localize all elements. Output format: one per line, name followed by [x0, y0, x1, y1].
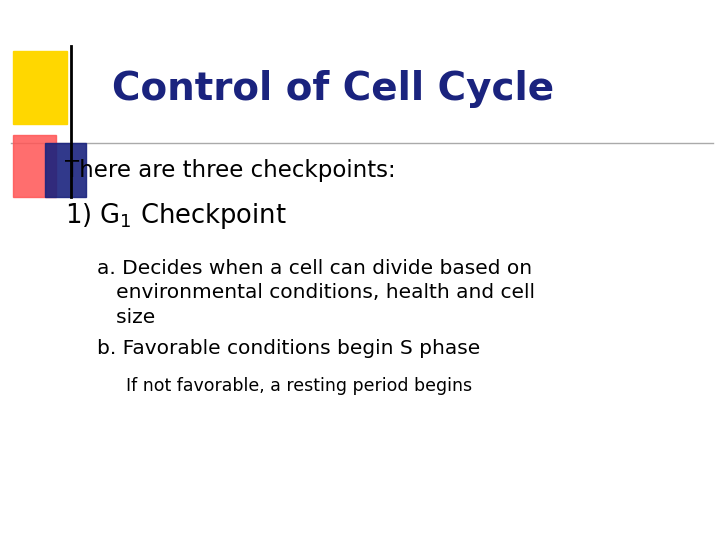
Text: If not favorable, a resting period begins: If not favorable, a resting period begin…	[126, 377, 472, 395]
Bar	[45, 143, 86, 197]
Bar	[13, 135, 56, 197]
Text: Control of Cell Cycle: Control of Cell Cycle	[112, 70, 554, 108]
Text: a. Decides when a cell can divide based on
   environmental conditions, health a: a. Decides when a cell can divide based …	[97, 259, 535, 327]
Text: 1) G$_1$ Checkpoint: 1) G$_1$ Checkpoint	[65, 201, 287, 231]
Text: b. Favorable conditions begin S phase: b. Favorable conditions begin S phase	[97, 339, 480, 358]
Bar	[13, 51, 67, 124]
Text: There are three checkpoints:: There are three checkpoints:	[65, 159, 395, 181]
